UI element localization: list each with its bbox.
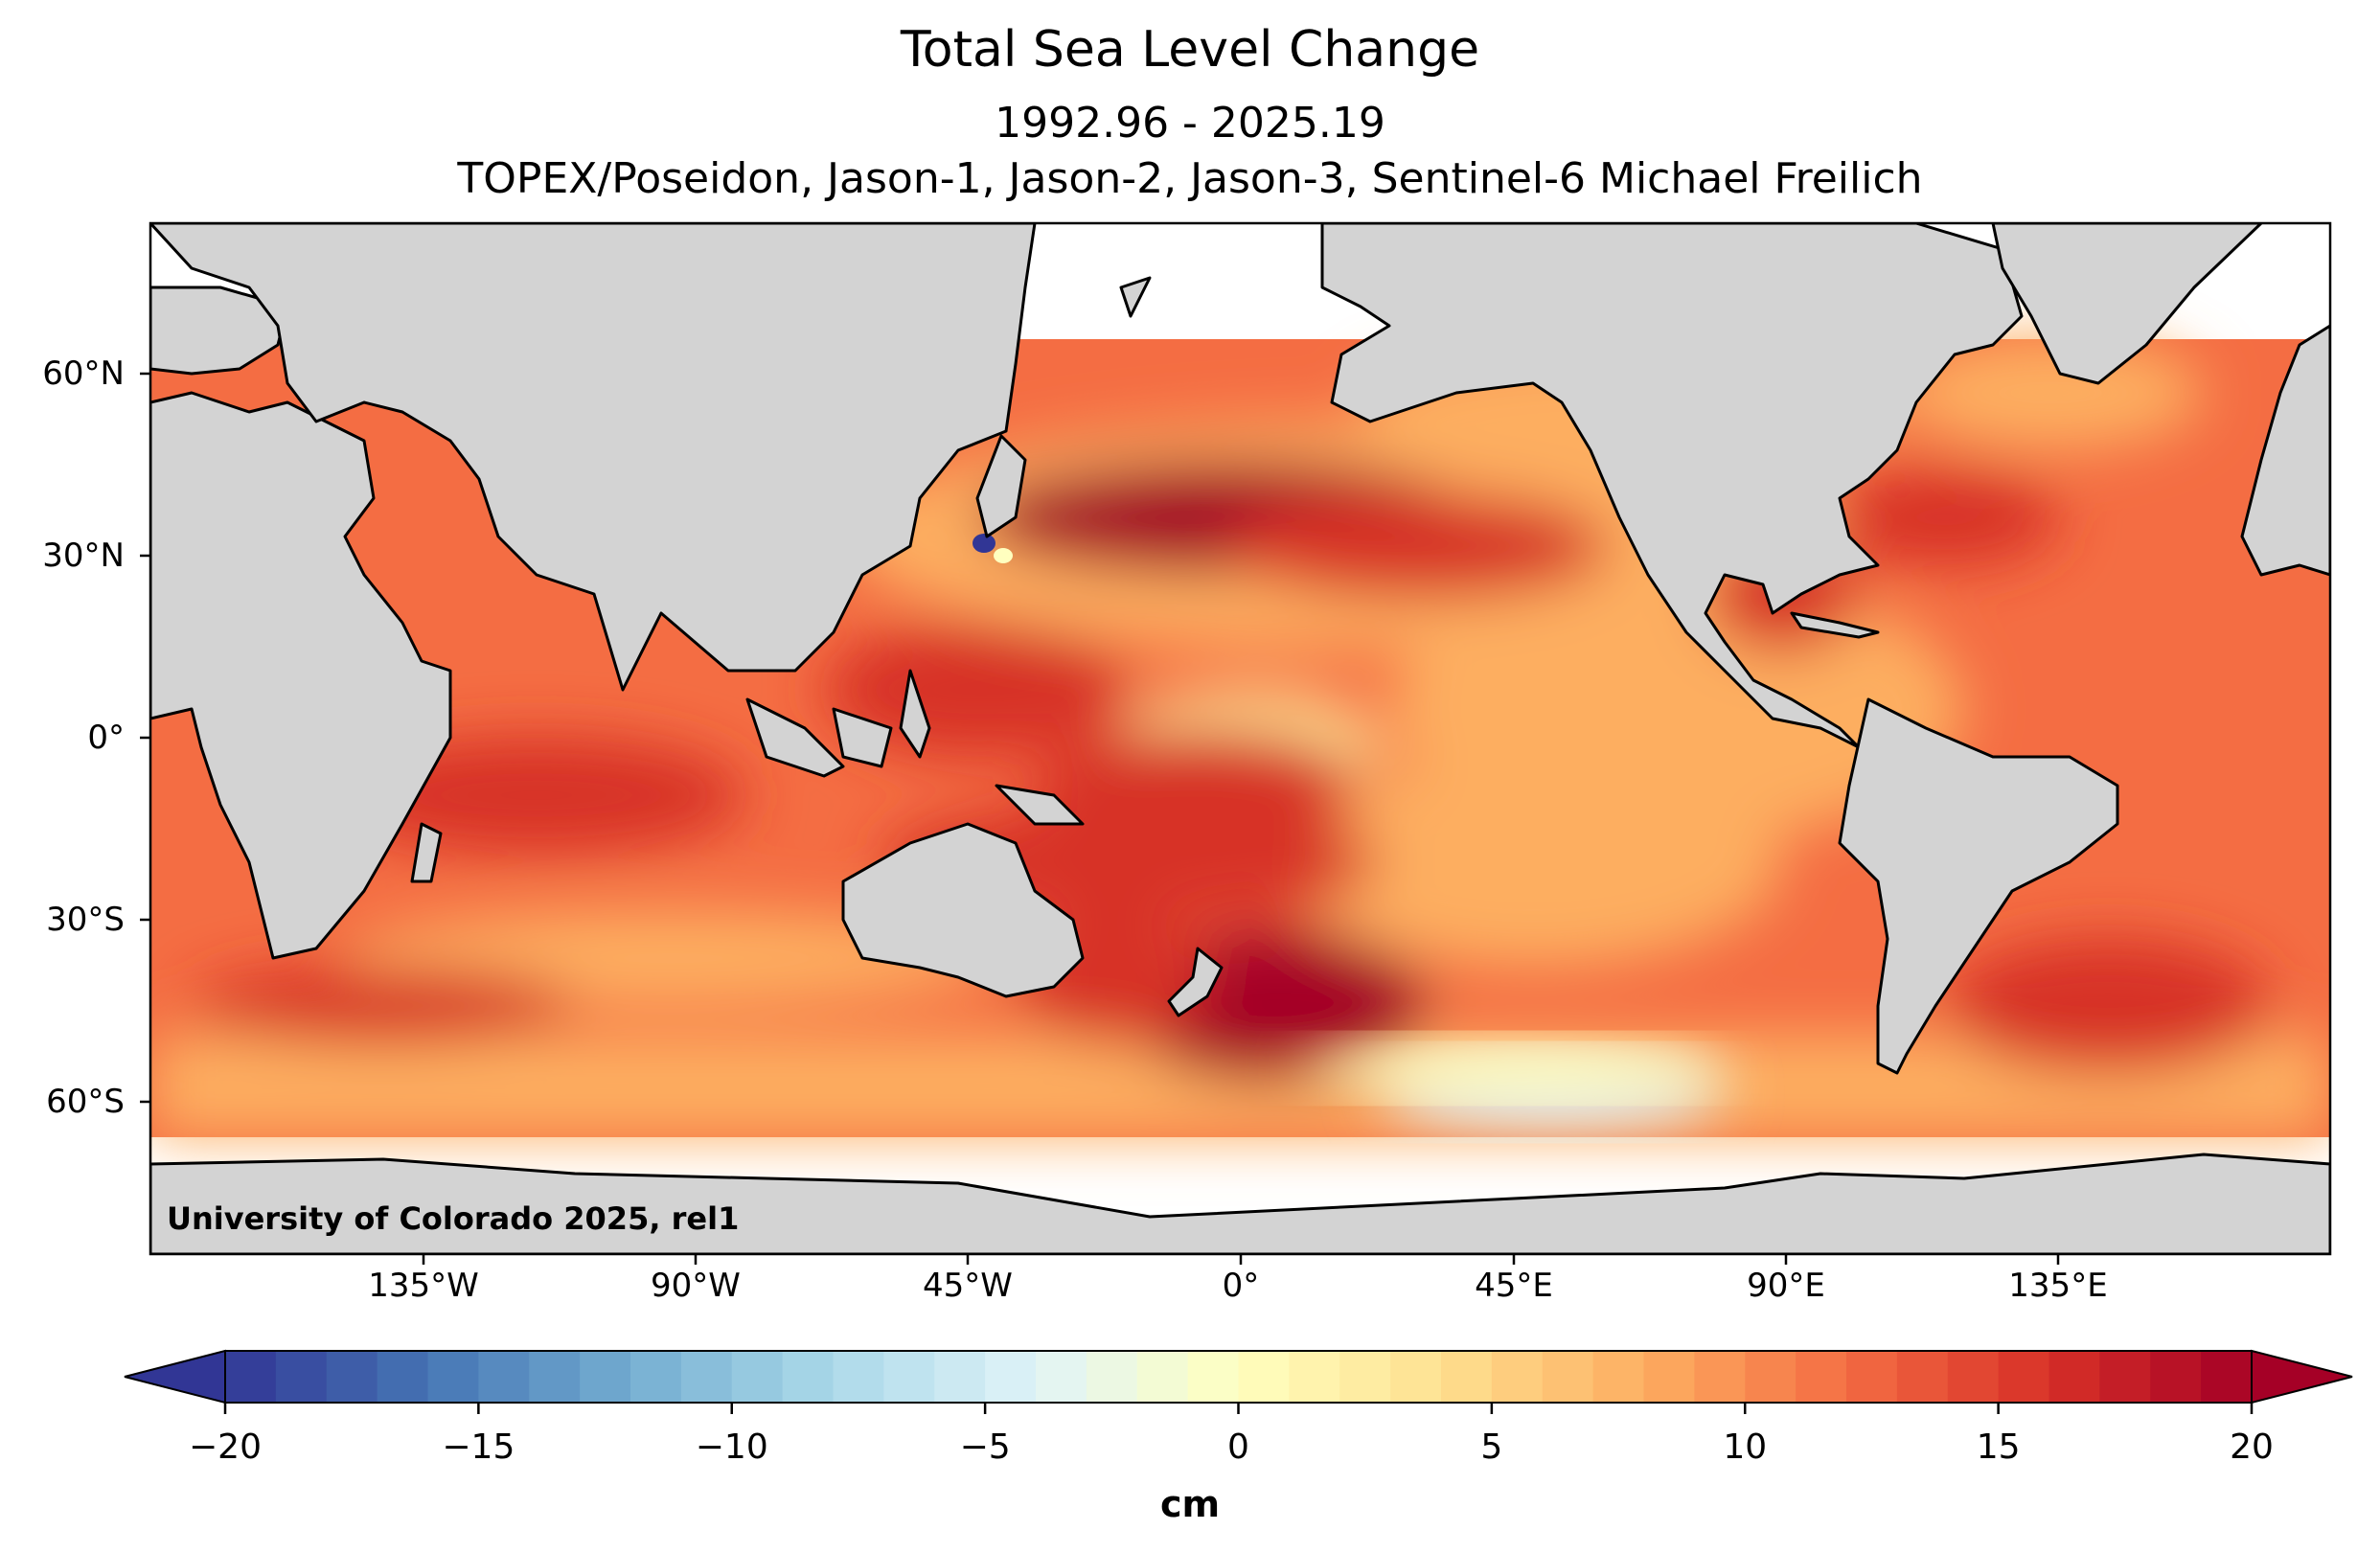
- lon-tick-label: 90°W: [651, 1267, 741, 1305]
- colorbar-segment: [1796, 1351, 1847, 1403]
- lon-tick-label: 0°: [1222, 1267, 1260, 1305]
- colorbar-segment: [1694, 1351, 1746, 1403]
- colorbar-segment: [2201, 1351, 2253, 1403]
- colorbar-tick-label: −10: [695, 1427, 768, 1467]
- chart-missions: TOPEX/Poseidon, Jason-1, Jason-2, Jason-…: [457, 154, 1923, 203]
- colorbar-segment: [2048, 1351, 2100, 1403]
- colorbar-segment: [833, 1351, 884, 1403]
- colorbar-segment: [225, 1351, 277, 1403]
- colorbar-segment: [1289, 1351, 1340, 1403]
- colorbar-extend-min: [124, 1349, 226, 1405]
- lon-ticks: [422, 1254, 2060, 1265]
- lat-tick-label: 30°N: [42, 537, 125, 575]
- colorbar-segment: [1238, 1351, 1290, 1403]
- colorbar-segment: [1745, 1351, 1796, 1403]
- colorbar-segment: [731, 1351, 784, 1403]
- lon-tick-label: 90°E: [1747, 1267, 1825, 1305]
- colorbar: [124, 1349, 2353, 1414]
- colorbar-segment: [1592, 1351, 1645, 1403]
- colorbar-tick-label: 20: [2230, 1427, 2274, 1467]
- colorbar-segment: [985, 1351, 1037, 1403]
- colorbar-segment: [580, 1351, 631, 1403]
- colorbar-tick-label: −5: [959, 1427, 1011, 1467]
- lon-tick-label: 135°E: [2008, 1267, 2108, 1305]
- colorbar-segment: [275, 1351, 328, 1403]
- lat-tick-label: 60°N: [42, 354, 125, 393]
- land: [150, 223, 2330, 1254]
- lat-tick-label: 0°: [87, 719, 125, 757]
- colorbar-segment: [1390, 1351, 1442, 1403]
- colorbar-segment: [1643, 1351, 1695, 1403]
- colorbar-segment: [1086, 1351, 1138, 1403]
- colorbar-segment: [680, 1351, 733, 1403]
- colorbar-segment: [883, 1351, 935, 1403]
- chart-period: 1992.96 - 2025.19: [995, 99, 1385, 148]
- colorbar-segment: [2150, 1351, 2202, 1403]
- lon-tick-label: 135°W: [368, 1267, 479, 1305]
- colorbar-segment: [529, 1351, 581, 1403]
- colorbar-tick-label: 0: [1227, 1427, 1249, 1467]
- credit-label: University of Colorado 2025, rel1: [167, 1200, 740, 1237]
- colorbar-tick-label: 10: [1723, 1427, 1768, 1467]
- lat-tick-label: 60°S: [46, 1083, 125, 1121]
- colorbar-segment: [2099, 1351, 2151, 1403]
- colorbar-segment: [1947, 1351, 2000, 1403]
- colorbar-segment: [1998, 1351, 2050, 1403]
- lon-tick-label: 45°E: [1475, 1267, 1553, 1305]
- colorbar-segment: [1339, 1351, 1391, 1403]
- lat-tick-label: 30°S: [46, 901, 125, 939]
- colorbar-extend-max: [2251, 1349, 2353, 1405]
- colorbar-segment: [478, 1351, 530, 1403]
- colorbar-tick-label: 15: [1976, 1427, 2021, 1467]
- colorbar-label: cm: [1159, 1483, 1221, 1525]
- colorbar-segment: [1187, 1351, 1240, 1403]
- colorbar-segment: [1896, 1351, 1949, 1403]
- colorbar-segment: [326, 1351, 378, 1403]
- sea-level-field: [150, 335, 2330, 1137]
- colorbar-tick-label: −20: [189, 1427, 262, 1467]
- chart-title: Total Sea Level Change: [900, 21, 1480, 79]
- lon-tick-label: 45°W: [923, 1267, 1013, 1305]
- colorbar-tick-label: 5: [1480, 1427, 1503, 1467]
- colorbar-segment: [630, 1351, 682, 1403]
- colorbar-segment: [1491, 1351, 1544, 1403]
- colorbar-segment: [1136, 1351, 1189, 1403]
- colorbar-segment: [377, 1351, 429, 1403]
- colorbar-segment: [782, 1351, 835, 1403]
- colorbar-segment: [1542, 1351, 1594, 1403]
- colorbar-tick-label: −15: [442, 1427, 515, 1467]
- colorbar-segment: [1036, 1351, 1087, 1403]
- colorbar-segment: [1441, 1351, 1493, 1403]
- colorbar-segment: [934, 1351, 986, 1403]
- lat-ticks: [140, 372, 150, 1104]
- colorbar-segment: [427, 1351, 479, 1403]
- colorbar-segment: [1846, 1351, 1898, 1403]
